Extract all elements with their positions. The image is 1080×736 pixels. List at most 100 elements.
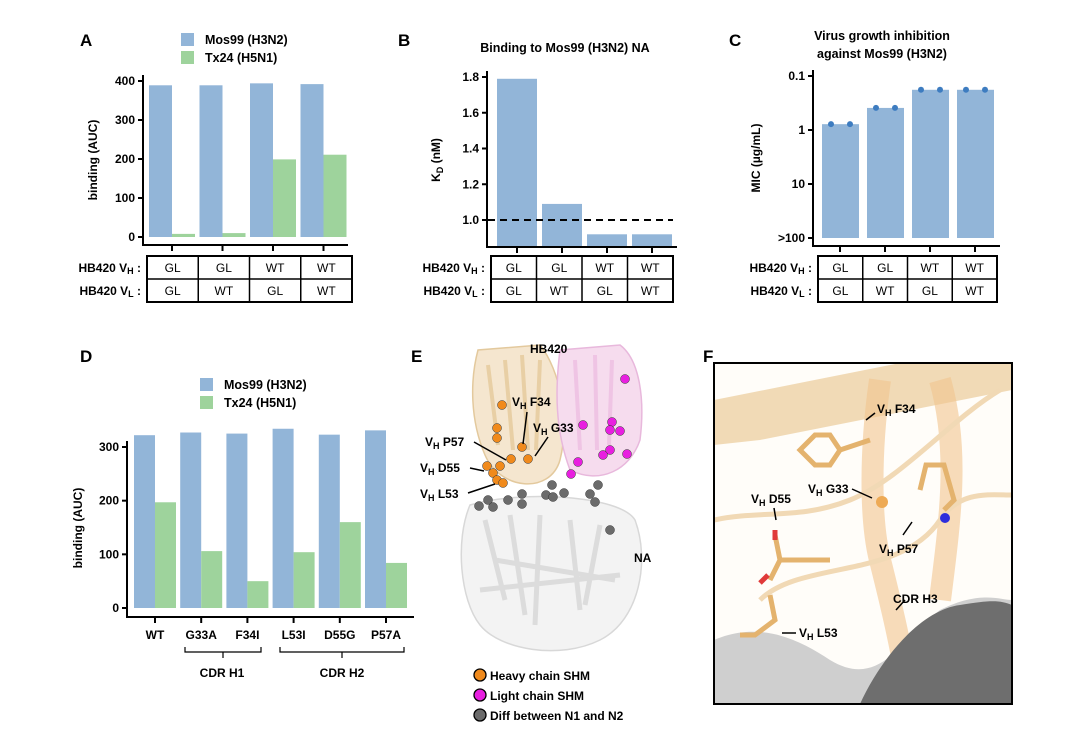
chart-d-bar-tx24 [293, 552, 315, 608]
hb420-label: HB420 [530, 342, 568, 356]
chart-d-legend-swatch [200, 396, 213, 409]
genotype-row-label: HB420 VH : [749, 261, 812, 276]
n1-n2-diff-sphere [559, 488, 569, 498]
genotype-row-label: HB420 VL : [423, 284, 485, 299]
genotype-cell: WT [550, 284, 569, 298]
chart-a-ylabel: binding (AUC) [86, 120, 100, 201]
genotype-row-label: HB420 VL : [750, 284, 812, 299]
chart-c-replicate-dot [892, 104, 898, 111]
chart-b-title: Binding to Mos99 (H3N2) NA [480, 41, 649, 55]
chart-d-xtick-label: P57A [371, 628, 401, 642]
chart-a-bar-tx24 [323, 154, 347, 237]
genotype-cell: GL [551, 261, 567, 275]
arrow [469, 467, 485, 472]
genotype-cell: GL [832, 284, 848, 298]
panel-label-b: B [398, 31, 410, 50]
residue-label: VH P57 [425, 435, 465, 451]
chart-d-xtick-label: WT [146, 628, 165, 642]
shm-spheres [474, 374, 632, 535]
chart-a-ytick-label: 0 [128, 230, 135, 244]
arrow [473, 441, 507, 461]
chart-d-bar-mos99 [134, 435, 155, 608]
chart-d-legend-label: Tx24 (H5N1) [224, 396, 296, 410]
genotype-cell: GL [832, 261, 848, 275]
arrow [522, 411, 528, 445]
chart-b-ytick-label: 1.0 [462, 213, 479, 227]
residue-label: VH G33 [533, 421, 574, 437]
chart-c-replicate-dot [918, 86, 924, 93]
chart-c-title-line2: against Mos99 (H3N2) [817, 47, 947, 61]
chart-d-bar-tx24 [339, 522, 361, 608]
chart-d-bar-mos99 [226, 433, 248, 608]
chart-d-ylabel: binding (AUC) [71, 488, 85, 569]
residue-annotations-e: VH F34 VH G33 VH P57 VH D55 VH L53 [420, 395, 574, 503]
genotype-row-label: HB420 VL : [79, 284, 141, 299]
cdr-h1-label: CDR H1 [200, 666, 245, 680]
genotype-cell: WT [317, 284, 336, 298]
chart-c-replicate-dot [828, 121, 834, 128]
light-chain-shm-sphere [620, 374, 630, 384]
chart-c-replicate-dot [937, 86, 943, 93]
heavy-chain-shm-sphere [482, 461, 492, 471]
chart-a-bar-mos99 [300, 84, 324, 238]
genotype-cell: GL [165, 284, 181, 298]
chart-c-ytick-label: 0.1 [788, 69, 805, 83]
chart-b-axes [486, 71, 677, 248]
n1-n2-diff-sphere [605, 525, 615, 535]
chart-a-ytick-label: 100 [115, 191, 135, 205]
chart-a-bar-tx24 [273, 159, 296, 237]
legend-marker [473, 688, 487, 702]
chart-b-bar [587, 234, 627, 246]
genotype-cell: GL [506, 261, 522, 275]
residue-label: VH D55 [420, 461, 460, 477]
n1-n2-diff-sphere [590, 497, 600, 507]
heavy-chain-shm-sphere [523, 454, 533, 464]
chart-a-bar-tx24 [172, 233, 195, 237]
arrow [467, 483, 496, 494]
structure-f [713, 362, 1013, 705]
genotype-row-label: HB420 VH : [422, 261, 485, 276]
chart-b-ylabel: KD (nM) [429, 138, 445, 182]
genotype-cell: WT [641, 261, 660, 275]
genotype-cell: GL [216, 261, 232, 275]
genotype-cell: WT [595, 261, 614, 275]
chart-a-legend-swatch [181, 33, 194, 46]
chart-d-xtick-label: L53I [282, 628, 306, 642]
chart-c-ytick-label: 1 [798, 123, 805, 137]
light-chain-shm-sphere [605, 425, 615, 435]
chart-c-ytick-label: >100 [778, 231, 805, 245]
genotype-cell: WT [266, 261, 285, 275]
na-label: NA [634, 551, 652, 565]
chart-d-bar-mos99 [365, 430, 386, 608]
residue-label: VH G33 [808, 482, 849, 498]
heavy-chain-shm-sphere [517, 442, 527, 452]
genotype-row-label: HB420 VH : [78, 261, 141, 276]
n1-n2-diff-sphere [547, 480, 557, 490]
genotype-cell: GL [877, 261, 893, 275]
genotype-cell: GL [267, 284, 283, 298]
light-chain-shm-sphere [605, 445, 615, 455]
chart-c-bar [867, 107, 904, 239]
chart-a-legend-label: Mos99 (H3N2) [205, 33, 288, 47]
chart-a-ytick-label: 200 [115, 152, 135, 166]
chart-d-bar-tx24 [386, 562, 407, 608]
chart-b-bar [497, 78, 537, 246]
light-chain-shm-sphere [622, 449, 632, 459]
residue-label: VH F34 [877, 402, 916, 418]
genotype-cell: GL [922, 284, 938, 298]
residue-label: VH L53 [420, 487, 459, 503]
chart-d-bar-mos99 [318, 434, 340, 608]
heavy-chain-shm-sphere [497, 400, 507, 410]
legend-marker [473, 708, 487, 722]
chart-c-bar [912, 89, 949, 238]
light-chain-shm-sphere [598, 450, 608, 460]
chart-c-title-line1: Virus growth inhibition [814, 29, 950, 43]
heavy-chain-shm-sphere [492, 433, 502, 443]
genotype-cell: WT [965, 261, 984, 275]
arrow [895, 599, 906, 611]
chart-a-bar-mos99 [199, 85, 223, 237]
chart-c-bar [957, 89, 994, 238]
chart-c-replicate-dot [873, 104, 879, 111]
cdr-brackets [184, 647, 405, 658]
